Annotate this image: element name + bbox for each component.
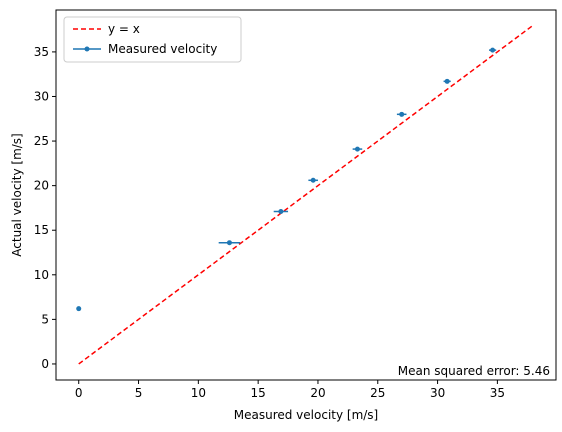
y-tick-label: 5 (41, 312, 49, 326)
mse-annotation: Mean squared error: 5.46 (398, 364, 550, 378)
y-tick-label: 0 (41, 357, 49, 371)
plot-area (55, 9, 557, 381)
x-tick-label: 10 (191, 386, 206, 400)
data-point (444, 78, 450, 84)
x-tick-label: 30 (430, 386, 445, 400)
y-axis-label: Actual velocity [m/s] (10, 133, 24, 256)
data-point (490, 47, 496, 53)
x-tick-label: 0 (75, 386, 83, 400)
x-axis-label: Measured velocity [m/s] (234, 408, 379, 422)
y-axis: 0 5 10 15 20 25 30 35 (34, 45, 56, 371)
data-point (76, 306, 82, 312)
data-point (354, 146, 360, 152)
x-tick-label: 25 (370, 386, 385, 400)
legend: y = x Measured velocity (63, 16, 242, 63)
y-tick-label: 15 (34, 223, 49, 237)
y-tick-label: 25 (34, 134, 49, 148)
data-point (278, 208, 284, 214)
legend-measured-marker (84, 46, 90, 52)
data-point (399, 111, 405, 117)
data-point (226, 240, 232, 246)
y-tick-label: 30 (34, 89, 49, 103)
legend-box (63, 16, 242, 63)
y-tick-label: 35 (34, 45, 49, 59)
y-tick-label: 10 (34, 268, 49, 282)
x-tick-label: 20 (310, 386, 325, 400)
legend-identity-line-label: y = x (108, 22, 140, 36)
legend-measured-label: Measured velocity (108, 42, 217, 56)
x-tick-label: 15 (251, 386, 266, 400)
x-tick-label: 5 (135, 386, 143, 400)
x-axis: 0 5 10 15 20 25 30 35 (75, 380, 505, 400)
x-tick-label: 35 (490, 386, 505, 400)
data-point (310, 177, 316, 183)
identity-line (78, 24, 534, 365)
series-layer (76, 24, 534, 365)
y-tick-label: 20 (34, 179, 49, 193)
